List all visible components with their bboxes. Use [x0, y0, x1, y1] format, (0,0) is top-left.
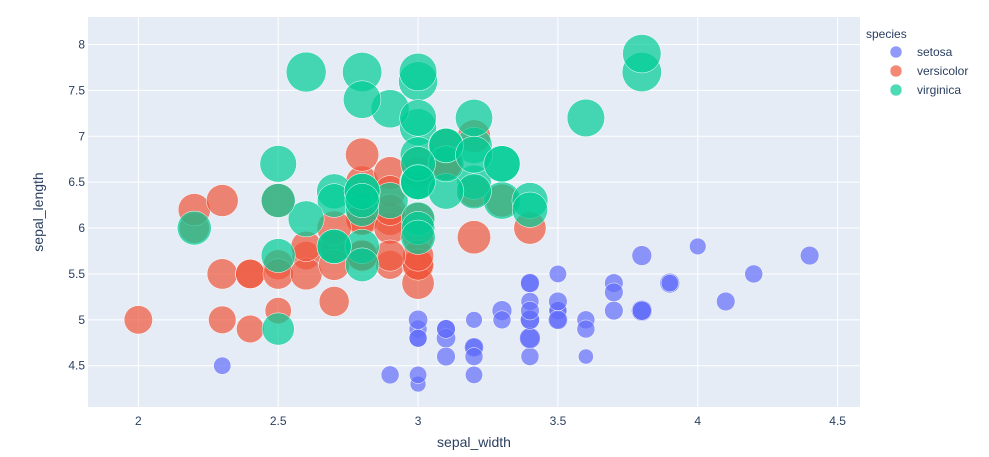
- point-setosa: [631, 300, 652, 321]
- point-virginica: [260, 183, 296, 218]
- point-virginica: [259, 145, 297, 183]
- x-tick-label: 2: [135, 414, 142, 428]
- point-setosa: [465, 311, 483, 329]
- point-virginica: [399, 53, 438, 92]
- point-setosa: [660, 274, 679, 293]
- x-tick-label: 4.5: [829, 414, 846, 428]
- point-setosa: [408, 328, 428, 348]
- point-setosa: [520, 347, 540, 366]
- y-tick-label: 5.5: [68, 267, 85, 281]
- point-virginica: [400, 164, 436, 200]
- point-setosa: [380, 365, 400, 385]
- legend-marker: [889, 45, 903, 59]
- x-tick-label: 4: [694, 414, 701, 428]
- point-setosa: [800, 246, 820, 266]
- point-virginica: [566, 98, 605, 137]
- point-setosa: [436, 319, 456, 339]
- point-virginica: [316, 228, 352, 264]
- point-versicolor: [457, 220, 491, 255]
- point-setosa: [578, 348, 594, 365]
- legend-marker: [889, 64, 903, 78]
- point-setosa: [548, 309, 568, 330]
- point-setosa: [604, 282, 624, 302]
- point-setosa: [604, 301, 624, 321]
- point-virginica: [622, 34, 662, 74]
- point-versicolor: [289, 257, 323, 291]
- point-setosa: [548, 291, 568, 312]
- point-virginica: [287, 200, 325, 238]
- point-setosa: [464, 347, 484, 366]
- y-tick-label: 5: [78, 313, 85, 327]
- point-setosa: [492, 310, 512, 330]
- y-tick-label: 6: [78, 221, 85, 235]
- point-setosa: [213, 356, 232, 375]
- point-virginica: [345, 247, 380, 282]
- point-virginica: [261, 312, 295, 346]
- legend-items: setosa versicolor virginica: [889, 45, 968, 97]
- point-setosa: [689, 237, 707, 256]
- legend: species setosa versicolor virginica: [866, 27, 968, 97]
- x-tick-labels: 2 2.5 3 3.5 4 4.5: [135, 414, 846, 428]
- y-axis-title: sepal_length: [30, 172, 46, 251]
- point-versicolor: [318, 286, 350, 317]
- point-versicolor: [206, 184, 239, 217]
- legend-title: species: [866, 27, 907, 41]
- point-versicolor: [208, 305, 237, 334]
- y-tick-label: 7: [78, 129, 85, 143]
- data-points: [123, 34, 820, 393]
- series-virginica: [177, 34, 662, 346]
- point-setosa: [716, 291, 736, 312]
- point-virginica: [260, 238, 296, 273]
- point-versicolor: [345, 137, 380, 172]
- x-tick-label: 2.5: [270, 414, 287, 428]
- point-versicolor: [236, 314, 265, 344]
- y-tick-labels: 4.5 5 5.5 6 6.5 7 7.5 8: [68, 38, 85, 373]
- legend-label: versicolor: [917, 64, 968, 78]
- point-versicolor: [123, 305, 153, 335]
- point-virginica: [399, 99, 437, 137]
- point-setosa: [520, 273, 540, 293]
- x-tick-label: 3.5: [550, 414, 567, 428]
- y-tick-label: 6.5: [68, 175, 85, 189]
- point-virginica: [344, 183, 380, 218]
- point-virginica: [483, 145, 521, 183]
- point-versicolor: [235, 259, 266, 289]
- point-virginica: [177, 210, 212, 246]
- y-tick-label: 7.5: [68, 83, 85, 97]
- point-setosa: [436, 346, 456, 367]
- point-setosa: [519, 327, 541, 349]
- point-setosa: [465, 365, 483, 384]
- legend-item-setosa[interactable]: setosa: [889, 45, 953, 59]
- point-setosa: [520, 301, 540, 321]
- x-tick-label: 3: [415, 414, 422, 428]
- series-setosa: [213, 237, 820, 393]
- legend-marker: [889, 83, 903, 97]
- point-setosa: [408, 309, 428, 330]
- point-virginica: [455, 99, 493, 137]
- legend-item-versicolor[interactable]: versicolor: [889, 64, 968, 78]
- point-setosa: [576, 319, 596, 339]
- legend-item-virginica[interactable]: virginica: [889, 83, 961, 97]
- point-setosa: [409, 365, 427, 384]
- y-tick-label: 4.5: [68, 359, 85, 373]
- point-versicolor: [206, 258, 238, 290]
- point-virginica: [511, 191, 548, 228]
- point-setosa: [548, 265, 567, 283]
- point-virginica: [285, 51, 327, 93]
- legend-label: setosa: [917, 45, 953, 59]
- point-setosa: [631, 245, 653, 266]
- legend-label: virginica: [917, 83, 961, 97]
- x-axis-title: sepal_width: [437, 434, 511, 450]
- point-virginica: [343, 80, 382, 119]
- point-setosa: [744, 264, 763, 284]
- y-tick-label: 8: [78, 38, 85, 52]
- point-virginica: [400, 219, 436, 255]
